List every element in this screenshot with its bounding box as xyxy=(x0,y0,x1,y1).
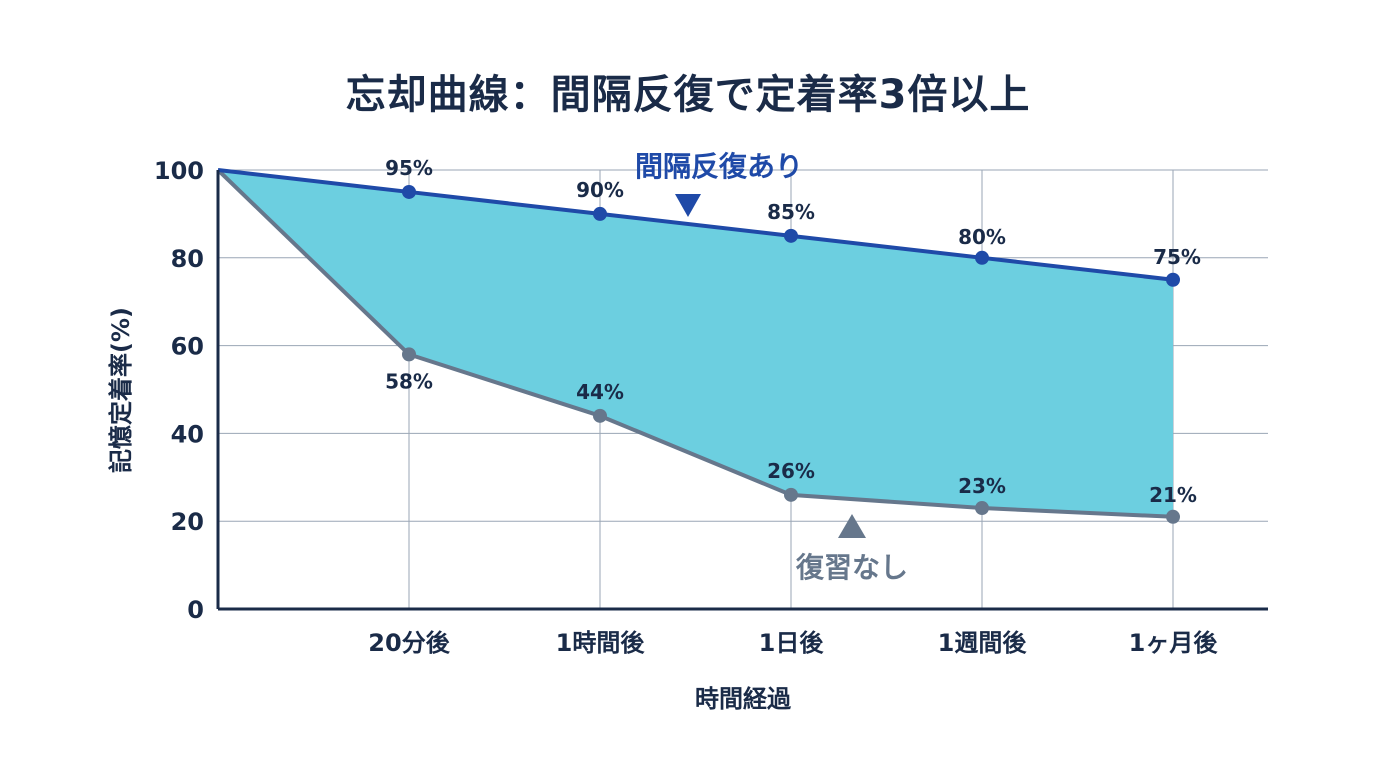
data-label: 95% xyxy=(385,156,433,180)
series-line xyxy=(216,168,1174,519)
data-point xyxy=(975,501,989,516)
data-points xyxy=(402,184,1180,524)
y-axis-label: 記憶定着率(%) xyxy=(107,307,135,473)
data-point xyxy=(1166,272,1180,287)
data-point xyxy=(1166,509,1180,524)
data-labels: 95% 90% 85% 80% 75% 58% 44% 26% 23% 21% xyxy=(385,156,1201,507)
y-tick-label: 40 xyxy=(171,420,204,448)
x-tick-label: 1週間後 xyxy=(938,629,1028,657)
data-label: 44% xyxy=(576,380,624,404)
y-tick-label: 100 xyxy=(154,157,204,185)
chart-title: 忘却曲線：間隔反復で定着率3倍以上 xyxy=(345,72,1031,118)
y-tick-label: 80 xyxy=(171,245,204,273)
data-point xyxy=(784,487,798,502)
data-point xyxy=(784,228,798,243)
data-label: 21% xyxy=(1149,483,1197,507)
data-label: 26% xyxy=(767,459,815,483)
x-tick-label: 1日後 xyxy=(759,629,825,657)
x-axis-label: 時間経過 xyxy=(695,685,792,713)
down-triangle-icon xyxy=(675,194,701,217)
data-point xyxy=(975,250,989,265)
series-name-label: 間隔反復あり xyxy=(635,150,803,183)
data-label: 90% xyxy=(576,178,624,202)
y-tick-label: 20 xyxy=(171,508,204,536)
data-label: 75% xyxy=(1153,245,1201,269)
series-line xyxy=(217,168,1174,282)
data-point xyxy=(402,347,416,362)
y-tick-label: 60 xyxy=(171,333,204,361)
data-point xyxy=(593,206,607,221)
x-tick-label: 1時間後 xyxy=(556,629,646,657)
y-tick-label: 0 xyxy=(187,596,204,624)
series-name-label: 復習なし xyxy=(795,551,908,584)
data-label: 80% xyxy=(958,225,1006,249)
up-triangle-icon xyxy=(838,514,866,538)
data-point xyxy=(593,408,607,423)
retention-gap-area xyxy=(218,170,1173,517)
x-tick-label: 1ヶ月後 xyxy=(1129,629,1219,657)
x-tick-label: 20分後 xyxy=(368,629,450,657)
data-label: 23% xyxy=(958,474,1006,498)
data-label: 58% xyxy=(385,369,433,393)
tick-labels: 0 20 40 60 80 100 20分後 1時間後 1日後 1週間後 1ヶ月後 xyxy=(154,157,1218,657)
data-label: 85% xyxy=(767,200,815,224)
axes xyxy=(216,170,1268,611)
series-lines xyxy=(216,168,1174,519)
data-point xyxy=(402,184,416,199)
